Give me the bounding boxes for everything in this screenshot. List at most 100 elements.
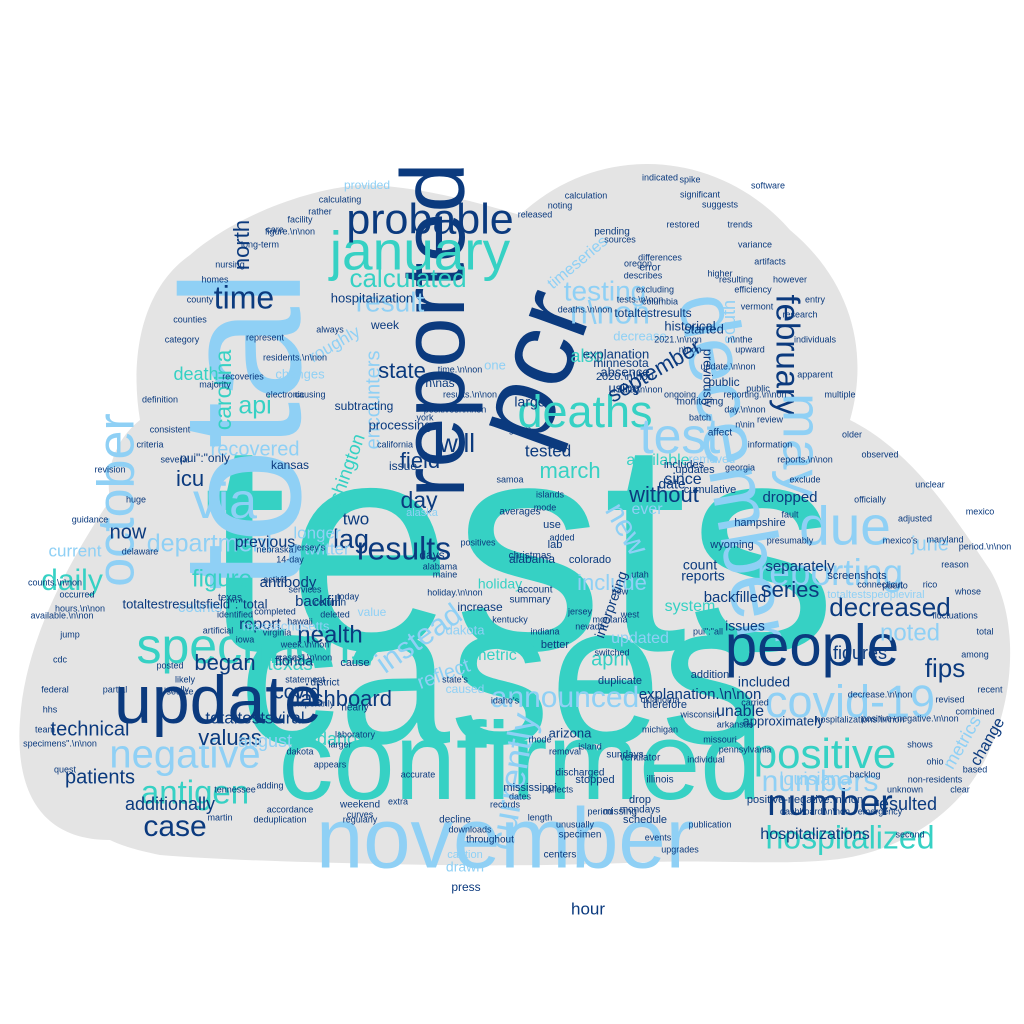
- word-38: dashboard: [288, 686, 392, 711]
- word-361: shows: [907, 739, 933, 749]
- word-386: care: [266, 224, 284, 234]
- word-186: ventilator: [620, 753, 661, 764]
- word-23: number: [767, 782, 892, 823]
- word-371: research: [782, 309, 817, 319]
- word-364: clear: [950, 784, 970, 794]
- word-208: vermont: [741, 301, 774, 311]
- word-201: calculation: [565, 190, 608, 200]
- word-241: holiday.\n\non: [427, 587, 482, 597]
- word-263: consistent: [150, 424, 191, 434]
- word-90: metric: [473, 647, 517, 664]
- word-385: facility: [287, 214, 313, 224]
- word-378: significant: [680, 189, 721, 199]
- word-95: antibody: [260, 574, 317, 591]
- word-130: large: [514, 394, 545, 410]
- word-162: mississippi: [503, 782, 556, 794]
- word-192: averages: [499, 507, 540, 518]
- word-48: north: [229, 220, 254, 270]
- word-269: always: [316, 324, 344, 334]
- word-337: pui":"all: [693, 626, 723, 636]
- word-351: observed: [861, 449, 898, 459]
- word-292: records: [490, 799, 521, 809]
- word-8: update: [114, 662, 322, 738]
- word-131: issue: [389, 459, 417, 473]
- word-170: includes: [664, 459, 705, 471]
- word-32: time: [214, 279, 274, 315]
- word-384: rather: [308, 206, 332, 216]
- word-288: virginia: [263, 627, 292, 637]
- word-67: august: [238, 731, 292, 751]
- word-40: n\non: [570, 294, 650, 330]
- word-243: specimens".\n\non: [23, 738, 97, 748]
- word-39: api: [238, 392, 271, 420]
- word-209: resulting: [719, 274, 753, 284]
- word-127: using: [608, 380, 639, 395]
- word-99: date: [658, 476, 685, 492]
- word-13: october: [88, 413, 146, 586]
- word-183: christmas: [509, 551, 552, 562]
- word-85: previous: [235, 534, 295, 551]
- word-41: testing: [564, 275, 647, 306]
- word-304: adding: [256, 780, 283, 790]
- word-310: jump: [59, 629, 80, 639]
- word-31: calculated: [349, 263, 466, 293]
- word-57: noted: [880, 619, 940, 646]
- word-257: removal: [549, 746, 581, 756]
- word-136: totaltestresults: [614, 306, 691, 320]
- word-221: decrease.\n\non: [848, 689, 913, 699]
- word-197: affect: [708, 428, 732, 439]
- word-253: represent: [246, 332, 285, 342]
- word-103: separately: [765, 558, 835, 575]
- word-96: counts: [178, 599, 222, 616]
- word-25: february: [769, 294, 806, 416]
- word-189: missing: [603, 807, 637, 818]
- word-63: covid: [274, 681, 321, 703]
- word-311: today: [337, 591, 360, 601]
- word-394: criteria: [136, 439, 163, 449]
- word-359: combined: [955, 706, 994, 716]
- word-377: suggests: [702, 199, 739, 209]
- word-335: new: [612, 586, 629, 596]
- word-356: total: [976, 626, 993, 636]
- word-21: test: [640, 408, 721, 464]
- word-268: figure.\n\non: [265, 226, 315, 236]
- word-306: period: [587, 806, 612, 816]
- word-397: cdc: [53, 654, 68, 664]
- word-248: week.\n\non: [280, 639, 330, 649]
- word-200: sources: [604, 234, 636, 244]
- word-188: illinois: [646, 775, 673, 786]
- word-215: presumably: [767, 535, 814, 545]
- word-171: therefore: [643, 699, 687, 711]
- word-153: increase: [457, 600, 503, 614]
- word-64: now: [110, 521, 147, 543]
- word-372: entry: [805, 294, 826, 304]
- word-352: unclear: [915, 479, 945, 489]
- word-275: regularly: [343, 814, 378, 824]
- word-18: reporting: [757, 552, 903, 593]
- word-285: dashboard.\n\non: [780, 806, 850, 816]
- word-65: patients: [65, 766, 135, 788]
- word-82: hour: [571, 899, 605, 918]
- word-27: hospitalized: [766, 819, 935, 855]
- word-115: death: [173, 364, 218, 384]
- word-123: processing: [369, 417, 432, 432]
- word-234: upward: [735, 344, 765, 354]
- word-75: texas: [267, 654, 312, 675]
- word-137: totaltestresultsfield":"total: [122, 596, 267, 611]
- word-343: 2021.\n\non: [654, 334, 702, 344]
- word-217: fluctuations: [932, 610, 978, 620]
- word-100: count: [683, 557, 717, 573]
- word-202: describes: [624, 270, 663, 280]
- word-44: day: [400, 487, 438, 513]
- word-252: occurred: [59, 589, 94, 599]
- word-207: higher: [707, 268, 732, 278]
- word-20: negative: [109, 733, 260, 777]
- word-210: efficiency: [734, 284, 772, 294]
- word-365: based: [963, 764, 988, 774]
- word-341: time.\n\non: [438, 364, 483, 374]
- word-150: stopped: [575, 774, 614, 786]
- word-303: extra: [388, 796, 408, 806]
- word-148: hampshire: [734, 517, 785, 529]
- word-142: days: [419, 548, 444, 562]
